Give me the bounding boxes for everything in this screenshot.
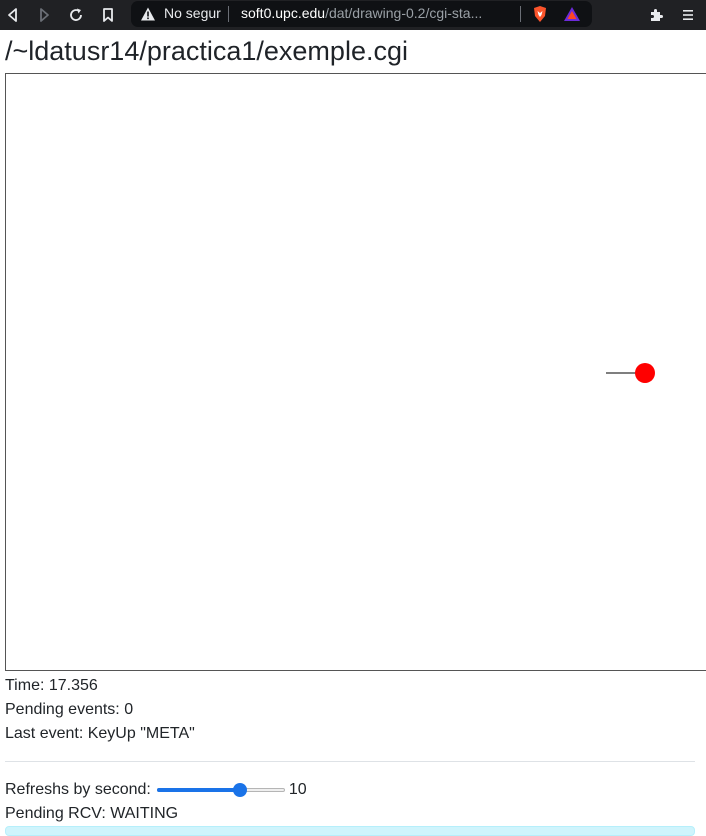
refresh-label: Refreshs by second:	[5, 781, 151, 798]
address-bar[interactable]: No segur soft0.upc.edu/dat/drawing-0.2/c…	[131, 1, 592, 27]
extensions-icon[interactable]	[644, 3, 668, 27]
refresh-control: Refreshs by second: 10	[5, 778, 307, 802]
warning-icon[interactable]	[140, 6, 156, 22]
brave-rewards-icon[interactable]	[563, 5, 581, 23]
back-icon[interactable]	[1, 3, 25, 27]
time-readout: Time: 17.356	[5, 677, 98, 694]
reload-icon[interactable]	[64, 3, 88, 27]
url-host: soft0.upc.edu	[241, 5, 326, 21]
bookmark-icon[interactable]	[96, 3, 120, 27]
slider-thumb[interactable]	[232, 783, 247, 797]
menu-icon[interactable]	[676, 3, 700, 27]
forward-icon[interactable]	[32, 3, 56, 27]
security-label[interactable]: No segur	[164, 5, 221, 21]
refresh-value: 10	[288, 781, 307, 798]
page-title: /~ldatusr14/practica1/exemple.cgi	[5, 36, 408, 66]
alert-box	[5, 826, 695, 836]
url-separator	[228, 6, 229, 22]
url-separator	[520, 6, 521, 22]
canvas-svg	[606, 363, 655, 383]
drawing-canvas[interactable]	[5, 73, 706, 671]
slider-fill	[156, 788, 240, 792]
brave-shield-icon[interactable]	[531, 5, 549, 23]
pending-rcv-readout: Pending RCV: WAITING	[5, 805, 179, 822]
ball	[635, 363, 655, 383]
last-event-readout: Last event: KeyUp "META"	[5, 725, 195, 742]
pending-events-readout: Pending events: 0	[5, 701, 134, 718]
url-path: /dat/drawing-0.2/cgi-sta...	[325, 5, 483, 21]
divider	[5, 761, 695, 762]
url-text[interactable]: soft0.upc.edu/dat/drawing-0.2/cgi-sta...	[241, 5, 511, 21]
browser-toolbar: No segur soft0.upc.edu/dat/drawing-0.2/c…	[0, 0, 706, 30]
refresh-slider[interactable]	[156, 783, 285, 797]
